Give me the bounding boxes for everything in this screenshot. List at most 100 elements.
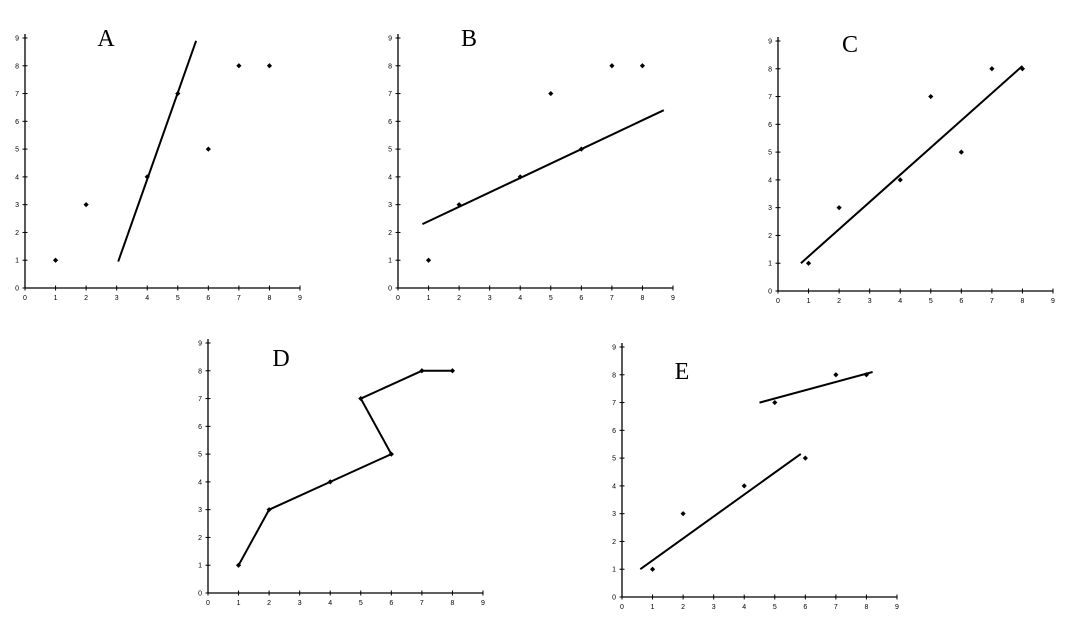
data-point	[897, 177, 903, 183]
data-point	[517, 174, 523, 180]
x-tick-label: 9	[895, 604, 899, 611]
x-tick-label: 2	[837, 298, 841, 305]
fit-line	[117, 40, 198, 262]
y-tick-label: 7	[612, 400, 616, 407]
x-tick-label: 9	[1051, 298, 1055, 305]
x-tick-label: 6	[803, 604, 807, 611]
x-tick-label: 1	[427, 295, 431, 302]
y-tick-label: 1	[768, 261, 772, 268]
y-tick-label: 8	[198, 368, 202, 375]
x-tick-label: 3	[115, 295, 119, 302]
data-point	[266, 507, 272, 513]
y-tick-label: 8	[15, 63, 19, 70]
y-tick-label: 9	[388, 36, 392, 43]
y-tick-label: 2	[768, 233, 772, 240]
y-tick-label: 6	[768, 122, 772, 129]
x-tick-label: 2	[681, 604, 685, 611]
x-tick-label: 9	[671, 295, 675, 302]
data-point	[863, 372, 870, 378]
x-tick-label: 3	[712, 604, 716, 611]
chart-panel-e: E 0 1 2 3 4 5 6 7 8 9 0 1 2 3 4 5 6 7 8 9	[612, 343, 899, 611]
data-point	[802, 455, 808, 461]
data-point	[175, 90, 181, 97]
y-tick-label: 1	[388, 258, 392, 265]
data-point	[989, 66, 995, 72]
x-tick-label: 6	[579, 295, 583, 302]
x-tick-label: 8	[450, 600, 454, 607]
data-point	[419, 368, 425, 374]
y-tick-label: 2	[388, 230, 392, 237]
data-point	[236, 63, 242, 69]
x-tick-label: 5	[773, 604, 777, 611]
fit-line	[421, 109, 665, 226]
x-tick-label: 1	[807, 298, 811, 305]
chart-title: D	[272, 346, 289, 372]
chart-title: C	[842, 32, 858, 58]
x-tick-label: 8	[864, 604, 868, 611]
x-tick-label: 7	[990, 298, 994, 305]
y-tick-label: 4	[198, 479, 202, 486]
chart-title: B	[461, 26, 477, 52]
x-tick-label: 0	[776, 298, 780, 305]
data-point	[639, 63, 646, 69]
x-tick-label: 7	[834, 604, 838, 611]
y-tick-label: 4	[612, 483, 616, 490]
x-tick-label: 4	[742, 604, 746, 611]
x-tick-label: 7	[237, 295, 241, 302]
y-tick-label: 5	[612, 456, 616, 463]
data-point	[1019, 66, 1026, 72]
data-point	[833, 372, 839, 378]
y-tick-label: 0	[388, 286, 392, 293]
y-tick-label: 8	[612, 372, 616, 379]
data-point	[928, 93, 934, 100]
x-tick-label: 7	[610, 295, 614, 302]
y-tick-label: 8	[768, 66, 772, 73]
x-tick-label: 9	[481, 600, 485, 607]
chart-title: E	[675, 359, 690, 385]
x-tick-label: 0	[23, 295, 27, 302]
y-tick-label: 0	[15, 286, 19, 293]
data-point	[327, 479, 333, 485]
y-tick-label: 1	[198, 563, 202, 570]
chart-panel-b: B 0 1 2 3 4 5 6 7 8 9 0 1 2 3 4 5 6 7 8 9	[388, 26, 675, 302]
y-tick-label: 4	[388, 174, 392, 181]
y-tick-label: 5	[15, 147, 19, 154]
data-point	[609, 63, 615, 69]
data-point	[548, 90, 554, 97]
y-tick-label: 7	[388, 91, 392, 98]
x-tick-label: 3	[298, 600, 302, 607]
x-tick-label: 0	[396, 295, 400, 302]
y-tick-label: 6	[612, 428, 616, 435]
data-point	[205, 146, 211, 152]
y-tick-label: 2	[612, 539, 616, 546]
x-tick-label: 5	[176, 295, 180, 302]
x-tick-label: 5	[929, 298, 933, 305]
y-tick-label: 9	[15, 36, 19, 43]
y-tick-label: 7	[15, 91, 19, 98]
chart-panel-c: C 0 1 2 3 4 5 6 7 8 9 0 1 2 3 4 5 6 7 8 9	[768, 32, 1055, 305]
data-point	[83, 202, 89, 208]
fit-line	[237, 369, 453, 566]
y-tick-label: 1	[612, 567, 616, 574]
y-tick-label: 7	[198, 396, 202, 403]
data-point	[235, 562, 242, 568]
x-tick-label: 4	[518, 295, 522, 302]
y-tick-label: 5	[198, 452, 202, 459]
y-tick-label: 9	[768, 39, 772, 46]
data-point	[578, 146, 584, 152]
fit-line	[639, 453, 802, 571]
y-tick-label: 9	[198, 341, 202, 348]
data-point	[144, 174, 150, 180]
y-tick-label: 5	[768, 150, 772, 157]
data-point	[425, 257, 432, 263]
x-tick-label: 4	[328, 600, 332, 607]
data-point	[358, 395, 364, 402]
x-tick-label: 6	[206, 295, 210, 302]
x-tick-label: 1	[237, 600, 241, 607]
y-tick-label: 3	[198, 507, 202, 514]
x-tick-label: 3	[868, 298, 872, 305]
data-point	[958, 149, 964, 155]
y-tick-label: 0	[612, 595, 616, 602]
fit-line	[759, 371, 873, 404]
